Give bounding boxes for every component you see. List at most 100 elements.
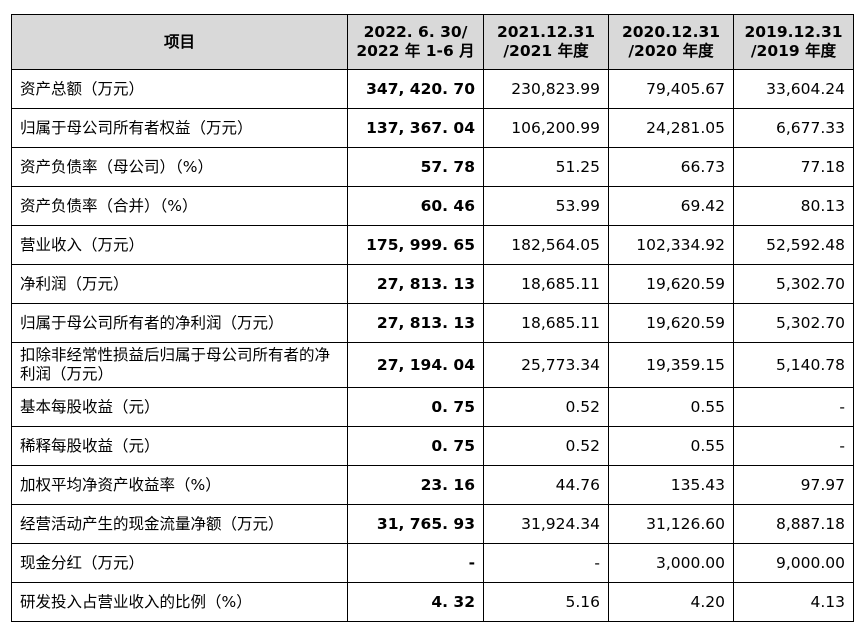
row-label: 资产负债率（合并）（%） <box>11 186 348 226</box>
row-value: 18,685.11 <box>483 303 609 343</box>
row-value: 25,773.34 <box>483 342 609 388</box>
table-row: 稀释每股收益（元） 0. 75 0.52 0.55- <box>11 426 854 466</box>
row-value: 24,281.05 <box>608 108 734 148</box>
header-line: 2022. 6. 30/ <box>363 23 468 41</box>
financial-summary-table-container: 项目 2022. 6. 30/2022 年 1-6 月 2021.12.31/202… <box>11 14 854 622</box>
table-row: 研发投入占营业收入的比例（%） 4. 32 5.16 4.20 4.13 <box>11 582 854 622</box>
row-value: 0.52 <box>483 387 609 427</box>
header-line: 项目 <box>163 32 195 51</box>
row-value: 31, 765. 93 <box>347 504 484 544</box>
row-value: 0. 75 <box>347 426 484 466</box>
row-value: 8,887.18 <box>733 504 854 544</box>
header-2022-h1: 2022. 6. 30/2022 年 1-6 月 <box>347 14 484 70</box>
table-row: 资产负债率（母公司）（%） 57. 78 51.25 66.73 77.18 <box>11 147 854 187</box>
row-label: 资产总额（万元） <box>11 69 348 109</box>
table-row: 归属于母公司所有者的净利润（万元） 27, 813. 13 18,685.11 19,… <box>11 303 854 343</box>
header-item: 项目 <box>11 14 348 70</box>
table-row: 净利润（万元） 27, 813. 13 18,685.11 19,620.59 5,30… <box>11 264 854 304</box>
row-value: 182,564.05 <box>483 225 609 265</box>
row-value: 347, 420. 70 <box>347 69 484 109</box>
financial-summary-table: 项目 2022. 6. 30/2022 年 1-6 月 2021.12.31/202… <box>11 14 854 622</box>
row-label: 研发投入占营业收入的比例（%） <box>11 582 348 622</box>
row-value: - <box>483 543 609 583</box>
row-value: 44.76 <box>483 465 609 505</box>
row-value: 5,140.78 <box>733 342 854 388</box>
header-line: 2022 年 1-6 月 <box>356 42 475 60</box>
header-line: 2020.12.31 <box>621 23 721 41</box>
row-value: 79,405.67 <box>608 69 734 109</box>
row-value: 4.20 <box>608 582 734 622</box>
table-row: 扣除非经常性损益后归属于母公司所有者的净利润（万元） 27, 194. 04 25,… <box>11 342 854 388</box>
table-row: 基本每股收益（元） 0. 75 0.52 0.55- <box>11 387 854 427</box>
table-row: 归属于母公司所有者权益（万元） 137, 367. 04 106,200.99 24,… <box>11 108 854 148</box>
row-value: 102,334.92 <box>608 225 734 265</box>
header-2020: 2020.12.31/2020 年度 <box>608 14 734 70</box>
header-line: 2021.12.31 <box>496 23 596 41</box>
row-value: 3,000.00 <box>608 543 734 583</box>
row-value: - <box>733 387 854 427</box>
header-2021: 2021.12.31/2021 年度 <box>483 14 609 70</box>
row-value: 0.52 <box>483 426 609 466</box>
row-value: 97.97 <box>733 465 854 505</box>
row-label: 经营活动产生的现金流量净额（万元） <box>11 504 348 544</box>
row-label: 营业收入（万元） <box>11 225 348 265</box>
row-value: 31,126.60 <box>608 504 734 544</box>
table-row: 资产负债率（合并）（%） 60. 46 53.99 69.42 80.13 <box>11 186 854 226</box>
row-value: 53.99 <box>483 186 609 226</box>
row-value: 5.16 <box>483 582 609 622</box>
row-label: 归属于母公司所有者的净利润（万元） <box>11 303 348 343</box>
row-value: 69.42 <box>608 186 734 226</box>
row-value: 57. 78 <box>347 147 484 187</box>
row-value: 23. 16 <box>347 465 484 505</box>
row-label: 基本每股收益（元） <box>11 387 348 427</box>
row-value: 9,000.00 <box>733 543 854 583</box>
row-value: 175, 999. 65 <box>347 225 484 265</box>
row-label: 现金分红（万元） <box>11 543 348 583</box>
header-line: /2019 年度 <box>750 42 837 60</box>
row-label: 稀释每股收益（元） <box>11 426 348 466</box>
table-row: 经营活动产生的现金流量净额（万元） 31, 765. 93 31,924.34 31,… <box>11 504 854 544</box>
row-value: 77.18 <box>733 147 854 187</box>
header-line: /2021 年度 <box>503 42 589 60</box>
row-value: 33,604.24 <box>733 69 854 109</box>
row-value: 19,620.59 <box>608 264 734 304</box>
row-value: 135.43 <box>608 465 734 505</box>
table-row: 加权平均净资产收益率（%） 23. 16 44.76 135.43 97.97 <box>11 465 854 505</box>
row-label: 资产负债率（母公司）（%） <box>11 147 348 187</box>
row-label: 净利润（万元） <box>11 264 348 304</box>
row-value: 52,592.48 <box>733 225 854 265</box>
row-value: 0.55 <box>608 426 734 466</box>
row-value: 230,823.99 <box>483 69 609 109</box>
table-header-row: 项目 2022. 6. 30/2022 年 1-6 月 2021.12.31/202… <box>11 14 854 70</box>
row-value: 27, 813. 13 <box>347 303 484 343</box>
row-value: 106,200.99 <box>483 108 609 148</box>
row-value: 18,685.11 <box>483 264 609 304</box>
header-line: /2020 年度 <box>628 42 714 60</box>
row-value: 4.13 <box>733 582 854 622</box>
row-value: 80.13 <box>733 186 854 226</box>
table-row: 现金分红（万元） - -3,000.00 9,000.00 <box>11 543 854 583</box>
row-value: 19,620.59 <box>608 303 734 343</box>
row-value: 60. 46 <box>347 186 484 226</box>
row-label: 扣除非经常性损益后归属于母公司所有者的净利润（万元） <box>11 342 348 388</box>
row-value: 19,359.15 <box>608 342 734 388</box>
row-value: 0. 75 <box>347 387 484 427</box>
table-row: 资产总额（万元） 347, 420. 70 230,823.99 79,405.67 3… <box>11 69 854 109</box>
row-value: 137, 367. 04 <box>347 108 484 148</box>
row-value: - <box>733 426 854 466</box>
row-label: 归属于母公司所有者权益（万元） <box>11 108 348 148</box>
table-body: 资产总额（万元） 347, 420. 70 230,823.99 79,405.67 3… <box>11 69 854 622</box>
row-value: 5,302.70 <box>733 264 854 304</box>
row-value: 0.55 <box>608 387 734 427</box>
header-2019: 2019.12.31/2019 年度 <box>733 14 854 70</box>
row-value: 27, 813. 13 <box>347 264 484 304</box>
header-line: 2019.12.31 <box>744 23 843 41</box>
row-value: - <box>347 543 484 583</box>
row-label: 加权平均净资产收益率（%） <box>11 465 348 505</box>
row-value: 5,302.70 <box>733 303 854 343</box>
row-value: 66.73 <box>608 147 734 187</box>
row-value: 27, 194. 04 <box>347 342 484 388</box>
row-value: 4. 32 <box>347 582 484 622</box>
table-row: 营业收入（万元） 175, 999. 65 182,564.05 102,334.92… <box>11 225 854 265</box>
row-value: 6,677.33 <box>733 108 854 148</box>
